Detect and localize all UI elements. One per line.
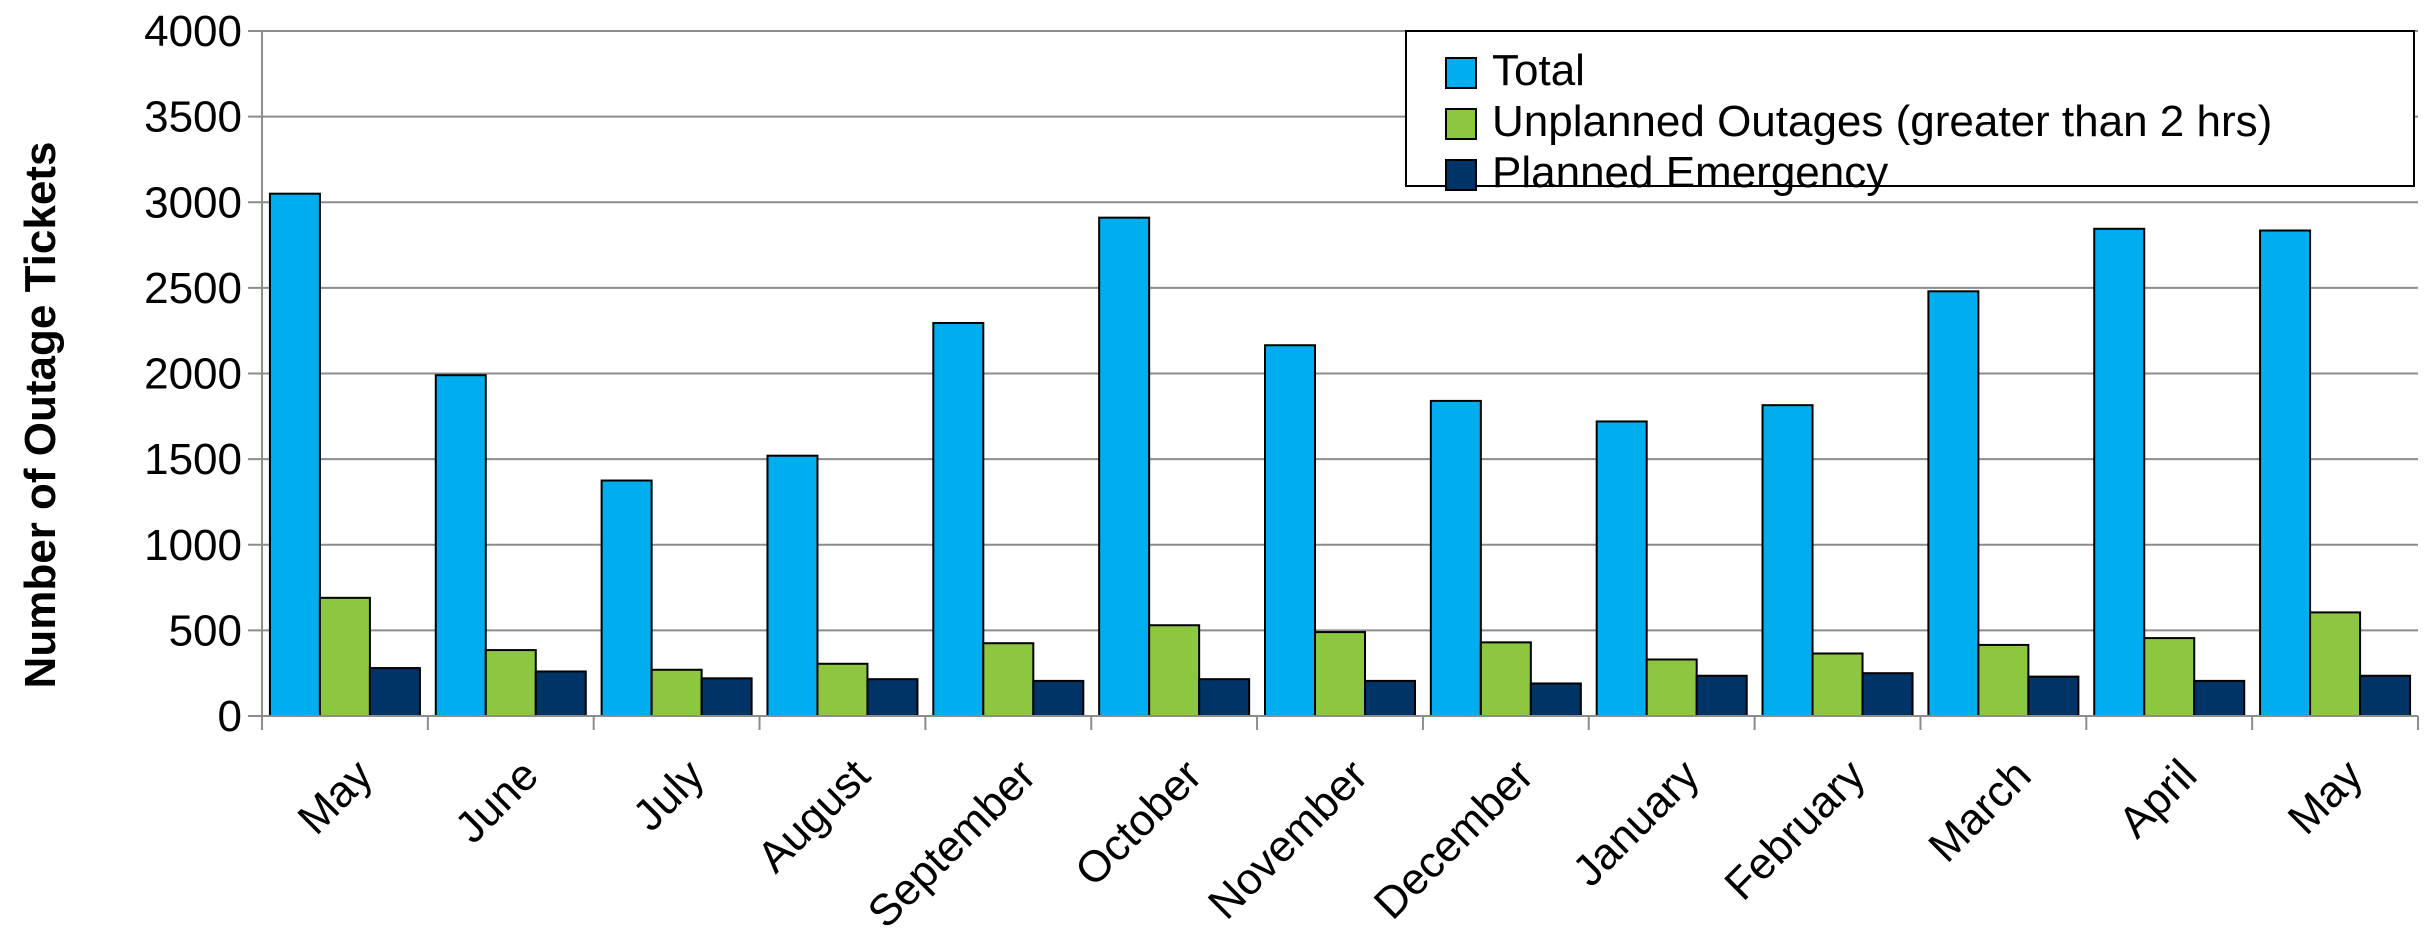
y-tick-label: 2000 xyxy=(144,350,242,399)
bar-planned-emergency-june xyxy=(534,670,587,717)
bar-unplanned-outages-greater-than-2-hrs-september xyxy=(982,642,1035,717)
bar-total-march xyxy=(1927,290,1980,717)
legend-swatch xyxy=(1445,57,1477,89)
bar-unplanned-outages-greater-than-2-hrs-october xyxy=(1148,624,1201,717)
x-tick-label: February xyxy=(1715,750,1874,909)
legend-label: Planned Emergency xyxy=(1492,148,1888,197)
bar-total-october xyxy=(1098,216,1151,717)
bar-unplanned-outages-greater-than-2-hrs-august xyxy=(816,662,869,717)
bar-total-december xyxy=(1429,399,1482,717)
bar-planned-emergency-march xyxy=(2027,675,2080,717)
bar-total-september xyxy=(932,321,985,717)
legend-box xyxy=(1405,30,2415,187)
bar-planned-emergency-may xyxy=(2359,674,2412,717)
bar-unplanned-outages-greater-than-2-hrs-february xyxy=(1811,652,1864,718)
x-tick-label: September xyxy=(859,750,1046,935)
bars xyxy=(268,192,2412,718)
bar-total-may xyxy=(268,192,321,717)
bar-total-april xyxy=(2093,227,2146,717)
bar-total-june xyxy=(434,374,487,717)
bar-unplanned-outages-greater-than-2-hrs-april xyxy=(2143,637,2196,717)
x-tick-label: May xyxy=(289,750,382,843)
x-tick-label: December xyxy=(1365,750,1543,928)
bar-planned-emergency-january xyxy=(1695,674,1748,717)
bar-planned-emergency-july xyxy=(700,677,753,718)
bar-unplanned-outages-greater-than-2-hrs-june xyxy=(484,649,537,717)
legend-swatch xyxy=(1445,108,1477,140)
bar-planned-emergency-november xyxy=(1364,679,1416,717)
x-tick-label: June xyxy=(446,750,548,852)
bar-planned-emergency-february xyxy=(1861,672,1914,717)
bar-total-november xyxy=(1264,344,1316,717)
x-tick-label: January xyxy=(1563,750,1708,895)
bar-planned-emergency-december xyxy=(1529,682,1582,718)
bar-unplanned-outages-greater-than-2-hrs-december xyxy=(1479,641,1532,717)
y-axis-label: Number of Outage Tickets xyxy=(16,142,65,689)
bar-total-july xyxy=(600,479,653,717)
bar-unplanned-outages-greater-than-2-hrs-july xyxy=(650,668,703,718)
bar-unplanned-outages-greater-than-2-hrs-may xyxy=(318,596,371,718)
x-tick-label: November xyxy=(1199,750,1377,928)
x-tick-label: March xyxy=(1919,750,2040,871)
y-tick-label: 2500 xyxy=(144,264,242,313)
x-tick-label: October xyxy=(1066,750,1211,895)
legend-label: Total xyxy=(1492,46,1585,95)
legend-swatch xyxy=(1445,159,1477,191)
bar-planned-emergency-may xyxy=(368,667,421,717)
bar-total-january xyxy=(1595,420,1648,717)
x-tick-label: August xyxy=(748,750,880,882)
bar-unplanned-outages-greater-than-2-hrs-march xyxy=(1977,643,2030,718)
y-tick-label: 0 xyxy=(218,692,242,741)
bar-unplanned-outages-greater-than-2-hrs-november xyxy=(1314,631,1366,718)
bar-planned-emergency-september xyxy=(1032,679,1085,717)
bar-planned-emergency-april xyxy=(2193,679,2246,717)
axes xyxy=(248,30,2419,730)
y-tick-label: 1000 xyxy=(144,521,242,570)
bar-planned-emergency-october xyxy=(1198,678,1251,718)
bar-total-february xyxy=(1761,404,1814,717)
bar-total-august xyxy=(766,454,819,717)
bar-unplanned-outages-greater-than-2-hrs-may xyxy=(2309,611,2362,717)
bar-unplanned-outages-greater-than-2-hrs-january xyxy=(1645,658,1698,717)
x-tick-label: July xyxy=(624,750,714,840)
y-tick-label: 1500 xyxy=(144,435,242,484)
y-tick-labels: 0 500 1000 1500 2000 2500 3000 3500 4000 xyxy=(144,7,242,741)
y-tick-label: 500 xyxy=(169,606,242,655)
y-tick-label: 3000 xyxy=(144,178,242,227)
y-tick-label: 4000 xyxy=(144,7,242,56)
x-tick-label: April xyxy=(2109,750,2206,847)
legend-label: Unplanned Outages (greater than 2 hrs) xyxy=(1492,97,2272,146)
x-tick-label: May xyxy=(2279,750,2372,843)
bar-total-may xyxy=(2259,229,2312,717)
bar-planned-emergency-august xyxy=(866,678,919,718)
y-tick-label: 3500 xyxy=(144,93,242,142)
